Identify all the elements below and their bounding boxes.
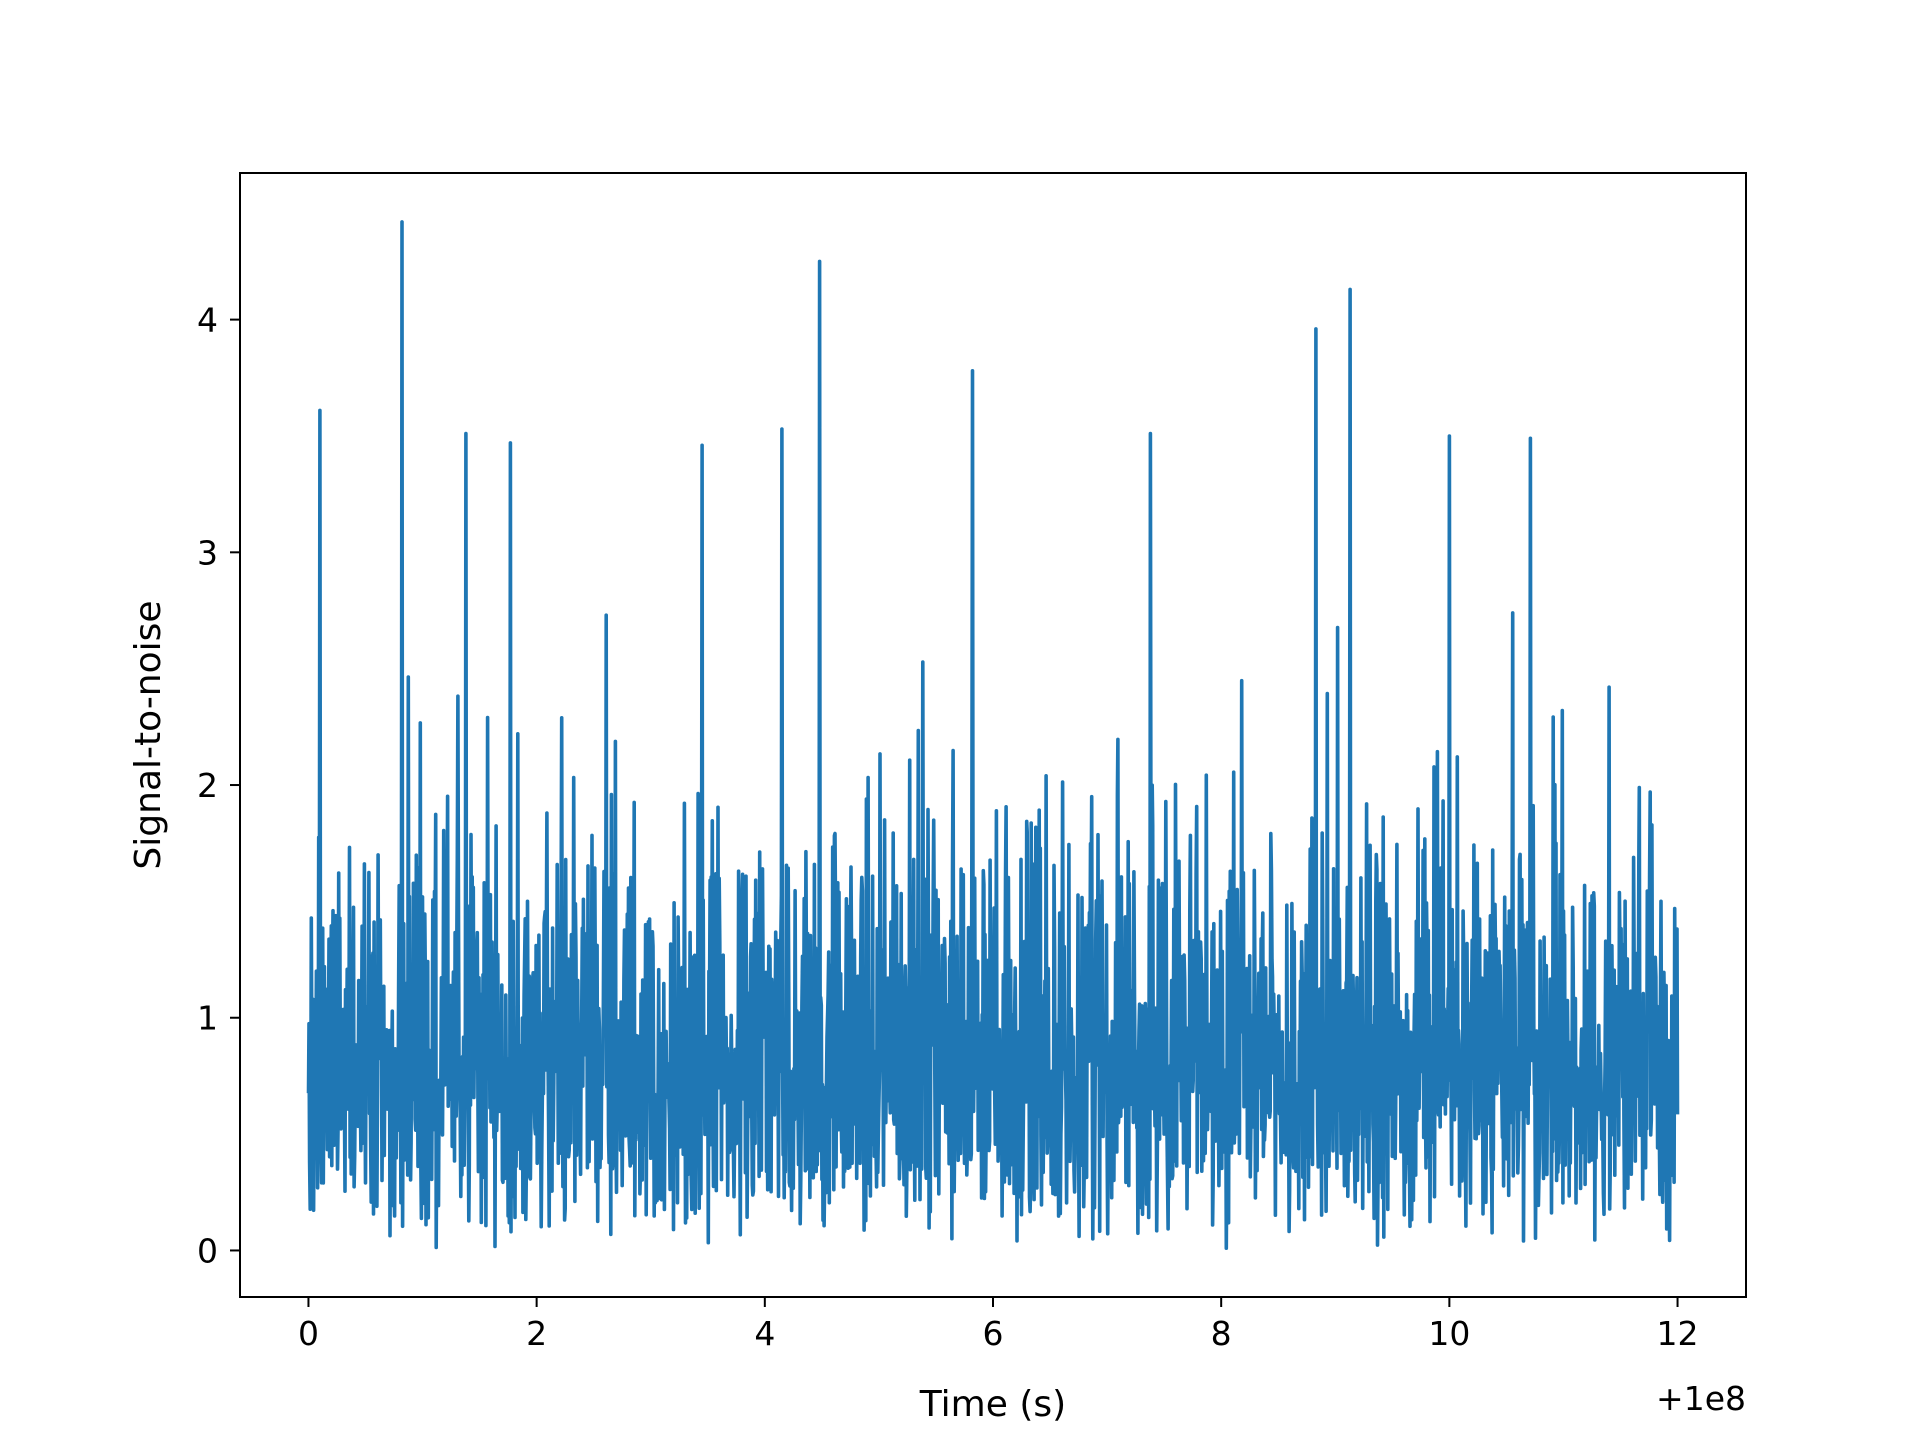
x-tick-label: 10 — [1428, 1314, 1470, 1353]
x-tick-label: 4 — [754, 1314, 775, 1353]
y-tick-label: 4 — [197, 301, 218, 340]
x-axis-label: Time (s) — [919, 1384, 1066, 1425]
x-tick-label: 2 — [526, 1314, 547, 1353]
x-tick-label: 6 — [983, 1314, 1004, 1353]
x-tick-label: 12 — [1657, 1314, 1699, 1353]
y-tick-label: 1 — [197, 999, 218, 1038]
y-tick-label: 3 — [197, 533, 218, 572]
x-tick-label: 0 — [298, 1314, 319, 1353]
x-axis-offset-label: +1e8 — [1656, 1379, 1746, 1418]
y-axis-label: Signal-to-noise — [128, 600, 169, 869]
y-axis-ticks: 0 1 2 3 4 — [197, 301, 240, 1270]
y-tick-label: 0 — [197, 1231, 218, 1270]
series-layer — [306, 220, 1680, 1250]
x-axis-ticks: 0 2 4 6 8 10 12 — [298, 1297, 1699, 1353]
x-tick-label: 8 — [1211, 1314, 1232, 1353]
snr-series-line — [306, 220, 1680, 1250]
y-tick-label: 2 — [197, 766, 218, 805]
